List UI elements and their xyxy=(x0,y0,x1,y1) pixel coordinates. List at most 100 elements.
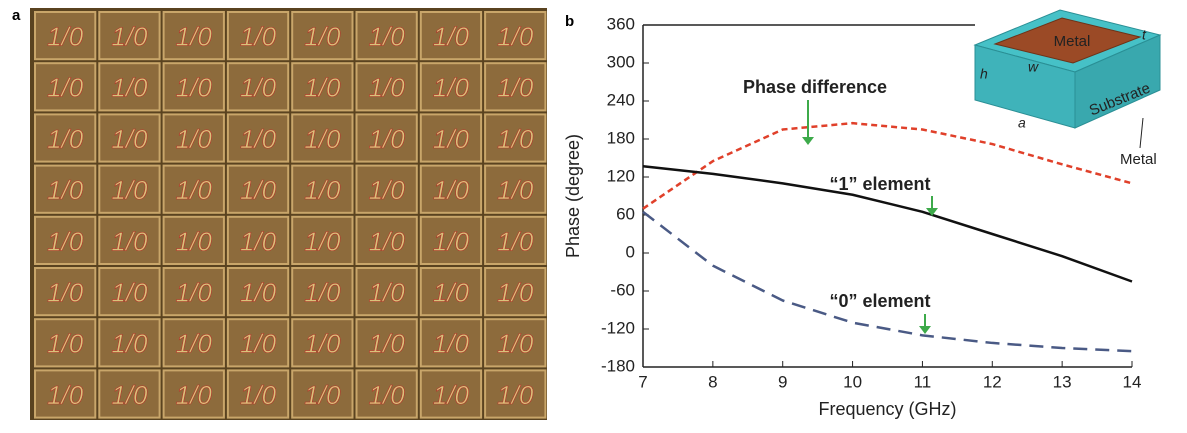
tile xyxy=(98,164,161,214)
tile-label: 1/0 xyxy=(47,175,84,205)
tile-label: 1/0 xyxy=(176,124,213,154)
line-series xyxy=(642,164,1133,283)
y-tick-label: 0 xyxy=(626,242,635,261)
tile xyxy=(162,62,225,112)
line-series xyxy=(642,210,1133,353)
tile xyxy=(162,267,225,317)
tile-label: 1/0 xyxy=(176,277,213,307)
x-tick-label: 10 xyxy=(843,372,862,391)
tile xyxy=(419,164,483,214)
chart: -180 -120 -60 0 60 120 180 240 300 360 7 8 9 10 11 12 13… xyxy=(563,14,1142,418)
tile-label: 1/0 xyxy=(47,380,84,410)
tile xyxy=(484,215,547,266)
tile xyxy=(419,113,483,163)
tile xyxy=(162,369,225,419)
pointer xyxy=(1139,117,1144,149)
tile xyxy=(355,267,418,317)
tile xyxy=(162,164,225,214)
tile xyxy=(484,318,547,368)
tile-label: 1/0 xyxy=(497,380,534,410)
tile-label: 1/0 xyxy=(433,329,470,359)
tile xyxy=(484,11,547,61)
tile-label: 1/0 xyxy=(111,329,148,359)
tile-label: 1/0 xyxy=(176,329,213,359)
tile xyxy=(162,215,225,266)
tile xyxy=(98,113,161,163)
series-annotation: “1” element xyxy=(829,174,930,194)
tile xyxy=(355,113,418,163)
tile-label: 1/0 xyxy=(433,380,470,410)
tile xyxy=(226,318,290,368)
y-tick-label: 180 xyxy=(607,128,635,147)
tile xyxy=(226,113,290,163)
tile xyxy=(355,215,418,266)
tile xyxy=(34,113,97,163)
tile xyxy=(291,215,354,266)
tile xyxy=(419,318,483,368)
tile-label: 1/0 xyxy=(47,329,84,359)
tile xyxy=(291,267,354,317)
tile xyxy=(34,11,97,61)
x-tick-label: 12 xyxy=(983,372,1002,391)
x-tick-label: 7 xyxy=(638,372,647,391)
tile xyxy=(355,62,418,112)
tile-label: 1/0 xyxy=(111,124,148,154)
tile-label: 1/0 xyxy=(176,21,213,51)
tile xyxy=(419,215,483,266)
annotation-arrowhead xyxy=(802,137,814,145)
inset-label: t xyxy=(1142,27,1147,43)
tile-label: 1/0 xyxy=(176,226,213,256)
y-tick-label: 60 xyxy=(616,204,635,223)
tile-label: 1/0 xyxy=(111,21,148,51)
tile xyxy=(355,369,418,419)
tile-label: 1/0 xyxy=(111,226,148,256)
tile xyxy=(226,215,290,266)
tile xyxy=(355,318,418,368)
y-tick-label: -120 xyxy=(601,318,635,337)
inset-diagram: Metal t w h Substrate a Metal xyxy=(973,9,1162,168)
tile-label: 1/0 xyxy=(369,124,406,154)
tile-label: 1/0 xyxy=(304,175,341,205)
y-tick-label: -180 xyxy=(601,356,635,375)
tile-label: 1/0 xyxy=(47,124,84,154)
tile-label: 1/0 xyxy=(304,277,341,307)
tile-label: 1/0 xyxy=(111,175,148,205)
tile xyxy=(226,11,290,61)
metal-patch xyxy=(993,17,1142,64)
x-tick-label: 14 xyxy=(1123,372,1142,391)
inset-label: h xyxy=(980,66,988,82)
tile-label: 1/0 xyxy=(304,73,341,103)
tile-label: 1/0 xyxy=(497,277,534,307)
tile-label: 1/0 xyxy=(497,175,534,205)
substrate-side xyxy=(1074,34,1161,129)
tile-label: 1/0 xyxy=(369,380,406,410)
tile-label: 1/0 xyxy=(47,21,84,51)
tile-label: 1/0 xyxy=(240,73,277,103)
tile xyxy=(355,11,418,61)
y-tick-label: 360 xyxy=(607,14,635,33)
tile-label: 1/0 xyxy=(369,73,406,103)
y-tick-label: 120 xyxy=(607,166,635,185)
tile-label: 1/0 xyxy=(240,226,277,256)
tile xyxy=(291,62,354,112)
x-tick-label: 9 xyxy=(778,372,787,391)
tile-label: 1/0 xyxy=(433,277,470,307)
tile-label: 1/0 xyxy=(369,329,406,359)
tile xyxy=(291,11,354,61)
x-axis-title: Frequency (GHz) xyxy=(818,399,956,419)
inset-label: Metal xyxy=(1120,151,1157,168)
tile xyxy=(291,318,354,368)
tile-label: 1/0 xyxy=(240,329,277,359)
series-annotation: Phase difference xyxy=(743,77,887,97)
tile xyxy=(226,62,290,112)
tile-label: 1/0 xyxy=(497,329,534,359)
tile xyxy=(484,113,547,163)
tile xyxy=(98,318,161,368)
tile xyxy=(419,11,483,61)
tile-label: 1/0 xyxy=(433,226,470,256)
tile xyxy=(484,369,547,419)
tile-label: 1/0 xyxy=(47,73,84,103)
tile xyxy=(162,113,225,163)
tile xyxy=(484,267,547,317)
